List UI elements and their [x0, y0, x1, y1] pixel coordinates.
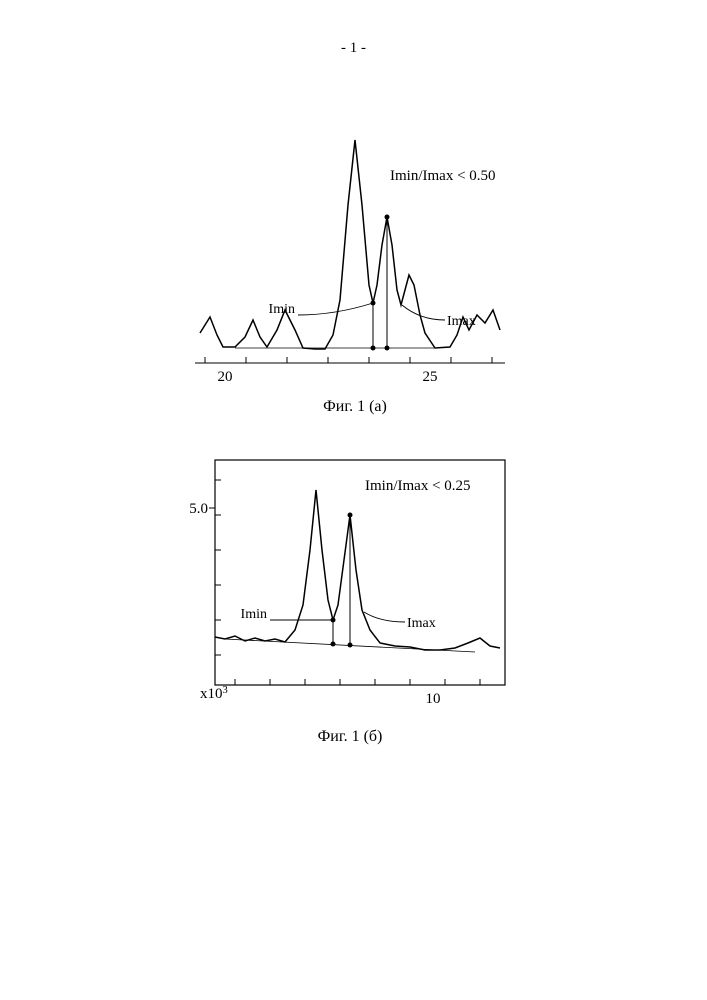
- imax-label: Imax: [407, 616, 436, 631]
- figure-1b-panel: Imin Imax Imin/Imax < 0.25 5.0 10 x103 Фиг. 1…: [170, 450, 530, 746]
- caption-1b: Фиг. 1 (б): [170, 728, 530, 746]
- marker-dot: [385, 346, 390, 351]
- marker-dot: [371, 346, 376, 351]
- y-tick-label: 5.0: [189, 501, 208, 517]
- imin-label: Imin: [269, 302, 295, 317]
- chart-figure-1a: Imin Imax Imin/Imax < 0.50 20 25: [195, 105, 515, 385]
- imax-leader: [402, 305, 445, 320]
- ratio-annotation: Imin/Imax < 0.50: [390, 168, 496, 184]
- ratio-annotation: Imin/Imax < 0.25: [365, 478, 471, 494]
- marker-dot: [331, 642, 336, 647]
- trace-curve: [215, 490, 500, 650]
- page-number: - 1 -: [0, 40, 707, 57]
- x-tick-label: 25: [423, 369, 438, 385]
- imax-leader: [364, 612, 405, 622]
- caption-1a: Фиг. 1 (а): [195, 398, 515, 416]
- marker-dot: [348, 513, 353, 518]
- marker-dot: [348, 643, 353, 648]
- figure-1a-panel: Imin Imax Imin/Imax < 0.50 20 25 Фиг. 1 (а): [195, 105, 515, 416]
- x-tick-label: 10: [426, 691, 441, 707]
- imin-label: Imin: [241, 607, 267, 622]
- imin-leader: [298, 303, 373, 315]
- x-tick-label: 20: [218, 369, 233, 385]
- imax-label: Imax: [447, 314, 476, 329]
- y-unit-label: x103: [200, 685, 228, 703]
- marker-dot: [385, 215, 390, 220]
- chart-figure-1b: Imin Imax Imin/Imax < 0.25 5.0 10 x103: [170, 450, 530, 715]
